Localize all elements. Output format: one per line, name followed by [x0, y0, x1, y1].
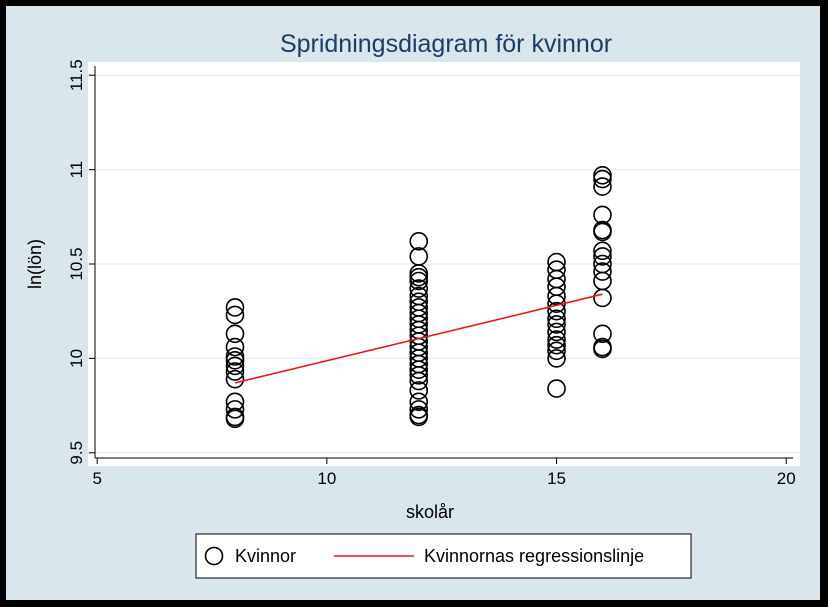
scatter-chart: Spridningsdiagram för kvinnor 9.5 10 10.5 1…	[25, 30, 800, 579]
scatter-point-13	[409, 232, 429, 251]
chart-title: Spridningsdiagram för kvinnor	[280, 30, 612, 58]
chart-frame: Spridningsdiagram för kvinnor 9.5 10 10.5 1…	[6, 6, 820, 600]
scatter-point-61	[593, 241, 612, 261]
scatter-point-35	[409, 381, 429, 400]
y-axis-label: ln(lön)	[25, 239, 45, 289]
scatter-point-57	[593, 177, 612, 196]
scatter-point-56	[593, 169, 612, 189]
scatter-point-69	[593, 339, 612, 359]
scatter-point-15	[409, 264, 429, 283]
scatter-point-52	[547, 341, 566, 361]
x-tick-label-3: 20	[777, 469, 796, 488]
scatter-point-55	[593, 165, 612, 185]
scatter-point-48	[547, 315, 566, 334]
scatter-point-17	[409, 271, 429, 291]
scatter-point-47	[547, 309, 566, 329]
scatter-point-37	[409, 400, 429, 419]
scatter-point-60	[593, 222, 612, 242]
x-axis-label: skolår	[406, 502, 454, 522]
x-tick-label-1: 10	[317, 469, 336, 488]
scatter-point-4	[225, 347, 245, 366]
grid-lines	[88, 74, 800, 454]
scatter-point-50	[547, 330, 566, 349]
data-marks	[225, 165, 612, 429]
legend-label-kvinnor: Kvinnor	[235, 546, 296, 566]
scatter-point-39	[409, 407, 429, 427]
x-tick-label-2: 15	[547, 469, 566, 488]
x-tick-label-0: 5	[92, 469, 101, 488]
scatter-point-3	[225, 337, 245, 357]
scatter-point-62	[593, 247, 612, 266]
scatter-point-49	[547, 322, 566, 342]
scatter-point-16	[409, 267, 429, 287]
scatter-point-51	[547, 335, 566, 355]
scatter-point-7	[225, 362, 245, 381]
scatter-point-0	[225, 298, 245, 317]
scatter-point-46	[547, 301, 566, 321]
scatter-point-66	[593, 288, 612, 308]
y-tick-label-4: 11.5	[67, 59, 86, 91]
scatter-point-67	[593, 324, 612, 344]
scatter-point-54	[547, 379, 566, 398]
scatter-point-1	[225, 305, 245, 325]
scatter-point-64	[593, 262, 612, 281]
scatter-point-33	[409, 366, 429, 385]
scatter-point-6	[225, 356, 245, 376]
scatter-point-34	[409, 371, 429, 391]
scatter-point-18	[409, 279, 429, 298]
y-tick-label-2: 10.5	[67, 247, 86, 280]
legend: Kvinnor Kvinnornas regressionslinje	[195, 533, 692, 579]
scatter-point-5	[225, 350, 245, 370]
axes: 9.5 10 10.5 11 11.5 5 10 15 20	[67, 59, 796, 488]
scatter-point-10	[225, 400, 245, 419]
regression-line	[234, 293, 603, 384]
scatter-point-32	[409, 360, 429, 380]
y-tick-label-3: 11	[67, 161, 86, 179]
y-tick-label-1: 10	[67, 349, 86, 368]
scatter-point-36	[409, 392, 429, 412]
y-tick-label-0: 9.5	[67, 441, 86, 465]
legend-marker-circle	[204, 546, 224, 566]
scatter-point-12	[225, 409, 245, 429]
scatter-point-53	[547, 349, 566, 368]
scatter-point-8	[225, 369, 245, 389]
legend-box	[195, 533, 692, 579]
scatter-point-2	[225, 324, 245, 344]
legend-label-regression: Kvinnornas regressionslinje	[424, 546, 644, 566]
